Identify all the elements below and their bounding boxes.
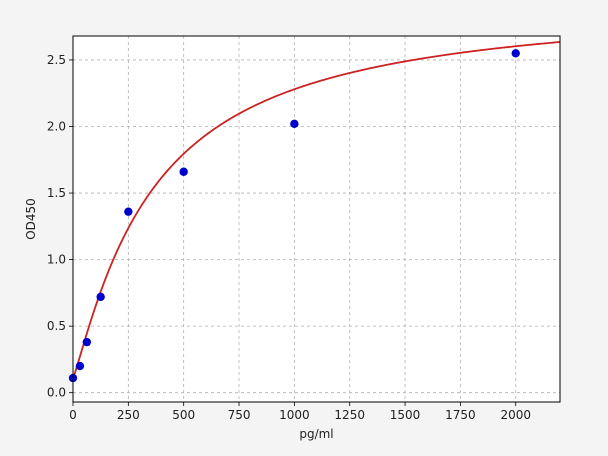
grid-lines [72,36,560,402]
x-tick-label: 1750 [445,408,476,422]
x-tick-label: 1250 [334,408,365,422]
y-axis-label: OD450 [24,198,38,240]
data-point [96,292,105,302]
y-axis-ticks: 0.0 0.5 1.0 1.5 2.0 2.5 [47,53,73,400]
x-tick-label: 2000 [500,408,531,422]
x-tick-label: 750 [228,408,251,422]
y-tick-label: 0.0 [47,386,66,400]
y-tick-label: 2.0 [47,120,66,134]
x-axis-label: pg/ml [299,427,333,441]
plot-frame [72,35,561,403]
plot-area [73,36,560,402]
y-tick-label: 0.5 [47,319,66,333]
y-tick-label: 1.0 [47,253,66,267]
x-tick-label: 0 [69,408,77,422]
fit-curve [72,41,561,379]
x-tick-label: 1500 [390,408,421,422]
x-axis-ticks: 0 250 500 750 1000 1250 1500 1750 2000 [69,402,531,422]
x-tick-label: 1000 [279,408,310,422]
data-point [511,49,520,58]
data-point [290,119,299,129]
x-tick-label: 500 [172,408,195,422]
data-point [124,207,133,216]
data-point [75,361,85,371]
data-points [68,49,520,383]
data-point [82,337,92,347]
data-point [179,167,188,176]
y-tick-label: 1.5 [47,186,66,200]
x-tick-label: 250 [117,408,140,422]
y-tick-label: 2.5 [47,53,66,67]
